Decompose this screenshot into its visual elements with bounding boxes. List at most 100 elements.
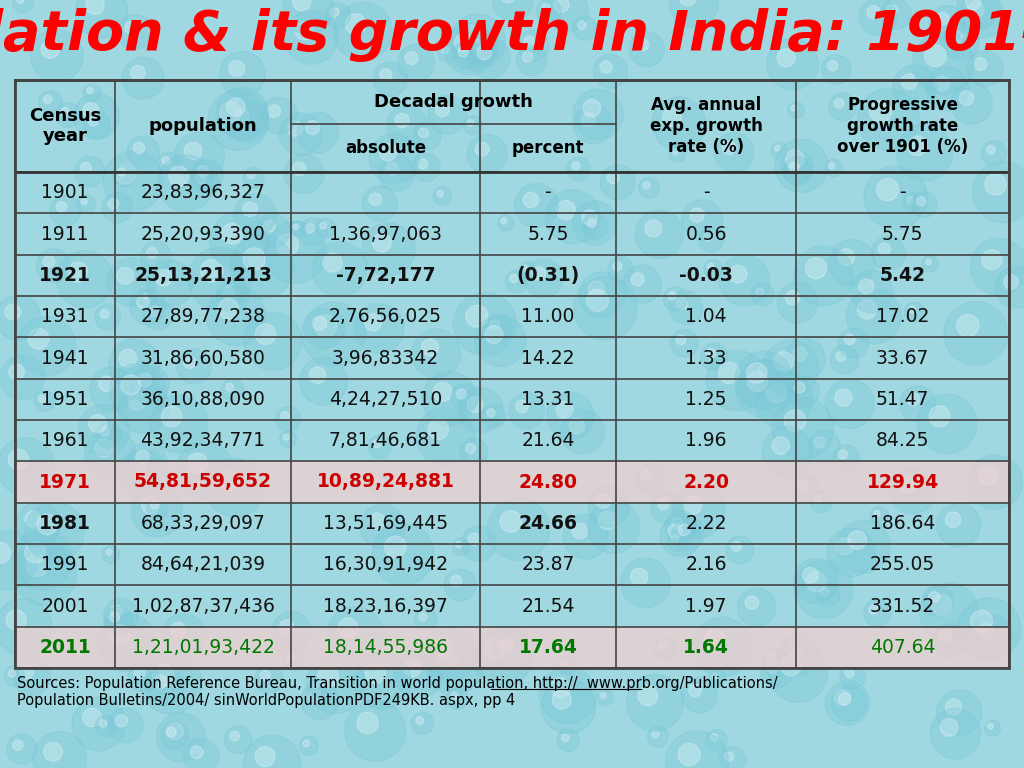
Circle shape xyxy=(840,664,865,689)
Circle shape xyxy=(487,498,550,561)
Circle shape xyxy=(222,223,243,244)
Circle shape xyxy=(103,151,163,211)
Circle shape xyxy=(673,149,678,154)
Text: 54,81,59,652: 54,81,59,652 xyxy=(134,472,272,492)
Circle shape xyxy=(0,598,52,656)
Text: 36,10,88,090: 36,10,88,090 xyxy=(140,390,265,409)
Circle shape xyxy=(982,250,1001,270)
Circle shape xyxy=(255,324,275,344)
Circle shape xyxy=(267,104,281,118)
Circle shape xyxy=(493,630,534,670)
Circle shape xyxy=(722,141,736,154)
Circle shape xyxy=(779,634,820,675)
Circle shape xyxy=(510,274,518,283)
Circle shape xyxy=(563,514,608,559)
Circle shape xyxy=(25,542,46,563)
Circle shape xyxy=(659,516,700,557)
Circle shape xyxy=(0,438,54,495)
Circle shape xyxy=(130,289,165,324)
Circle shape xyxy=(370,513,385,528)
Circle shape xyxy=(825,379,874,429)
Circle shape xyxy=(949,30,963,43)
Circle shape xyxy=(303,740,309,746)
Circle shape xyxy=(293,224,299,230)
Circle shape xyxy=(926,259,931,265)
Circle shape xyxy=(110,363,166,420)
Circle shape xyxy=(763,340,818,396)
Text: Census
year: Census year xyxy=(29,107,101,145)
Circle shape xyxy=(174,132,224,183)
Circle shape xyxy=(537,0,561,23)
Circle shape xyxy=(119,349,137,367)
Text: 31,86,60,580: 31,86,60,580 xyxy=(140,349,265,368)
Circle shape xyxy=(331,8,339,16)
Circle shape xyxy=(748,371,768,392)
Circle shape xyxy=(703,233,712,241)
Circle shape xyxy=(969,614,1013,658)
Text: 25,20,93,390: 25,20,93,390 xyxy=(140,224,265,243)
Circle shape xyxy=(638,686,657,706)
Circle shape xyxy=(547,392,594,439)
Circle shape xyxy=(710,733,718,741)
Circle shape xyxy=(225,383,233,391)
Circle shape xyxy=(129,459,145,476)
Circle shape xyxy=(573,105,612,144)
Circle shape xyxy=(957,598,1021,660)
Circle shape xyxy=(323,253,342,272)
Circle shape xyxy=(709,670,725,687)
Circle shape xyxy=(372,475,395,498)
Circle shape xyxy=(257,214,290,247)
Circle shape xyxy=(43,95,51,104)
Circle shape xyxy=(305,223,314,233)
Circle shape xyxy=(540,667,596,723)
Circle shape xyxy=(930,5,965,41)
Circle shape xyxy=(890,468,936,514)
Circle shape xyxy=(141,496,160,514)
Circle shape xyxy=(904,302,925,322)
Circle shape xyxy=(138,373,152,387)
Circle shape xyxy=(451,575,462,587)
Circle shape xyxy=(752,283,774,306)
Circle shape xyxy=(243,202,257,217)
Circle shape xyxy=(522,51,532,62)
Circle shape xyxy=(641,470,651,481)
Circle shape xyxy=(437,190,443,197)
Circle shape xyxy=(102,546,120,563)
Circle shape xyxy=(433,187,452,205)
Circle shape xyxy=(745,596,759,609)
Circle shape xyxy=(13,658,50,696)
Circle shape xyxy=(806,258,826,279)
Circle shape xyxy=(460,438,487,466)
Circle shape xyxy=(36,249,70,283)
Circle shape xyxy=(600,693,606,698)
Circle shape xyxy=(588,219,596,227)
Circle shape xyxy=(572,201,617,245)
Circle shape xyxy=(315,218,335,238)
Circle shape xyxy=(683,496,701,515)
Circle shape xyxy=(370,134,420,184)
Circle shape xyxy=(830,346,859,374)
Circle shape xyxy=(370,475,378,483)
Circle shape xyxy=(920,583,979,642)
Circle shape xyxy=(630,31,665,67)
Circle shape xyxy=(263,220,275,232)
Circle shape xyxy=(255,746,275,766)
Circle shape xyxy=(183,356,196,369)
Circle shape xyxy=(83,111,111,138)
Circle shape xyxy=(934,76,949,91)
Circle shape xyxy=(906,197,913,203)
Circle shape xyxy=(312,242,367,297)
Text: 17.02: 17.02 xyxy=(876,307,929,326)
Circle shape xyxy=(668,292,677,300)
Circle shape xyxy=(815,583,840,607)
Circle shape xyxy=(725,752,734,761)
Circle shape xyxy=(793,346,807,361)
Circle shape xyxy=(38,395,45,402)
Circle shape xyxy=(926,68,969,111)
Circle shape xyxy=(930,708,981,759)
Circle shape xyxy=(582,210,597,225)
Circle shape xyxy=(50,196,81,226)
Circle shape xyxy=(671,329,698,357)
Circle shape xyxy=(12,0,34,13)
Circle shape xyxy=(793,475,819,502)
